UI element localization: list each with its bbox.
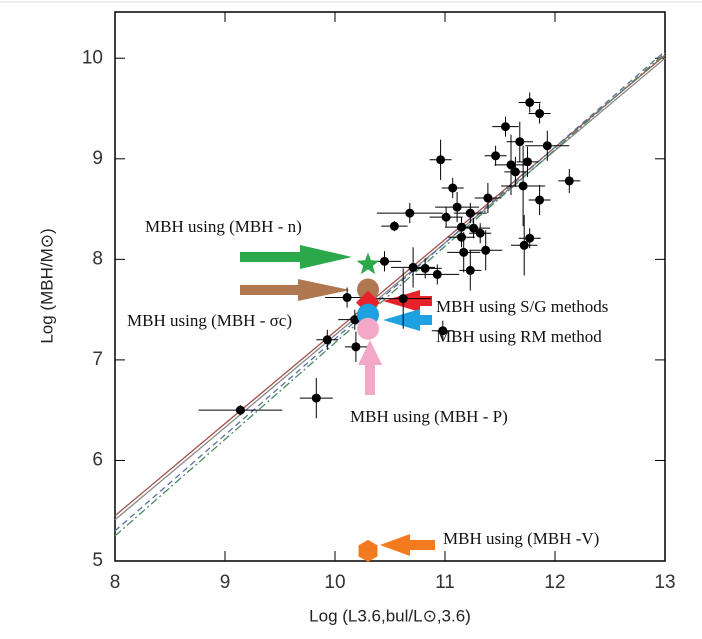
y-tick-label: 10	[82, 47, 103, 68]
point	[491, 151, 501, 161]
highlight-marker	[358, 539, 378, 562]
point	[448, 183, 458, 193]
point	[518, 181, 528, 191]
y-tick-label: 8	[92, 248, 103, 269]
x-tick-label: 12	[544, 572, 565, 593]
point	[398, 294, 408, 304]
point	[342, 293, 352, 303]
point	[475, 228, 485, 238]
annotation: MBH using (MBH -V)	[443, 529, 599, 548]
arrow	[383, 309, 432, 331]
point	[515, 137, 525, 147]
point	[350, 315, 360, 325]
point	[501, 122, 510, 132]
y-tick-label: 6	[92, 449, 103, 470]
point	[351, 342, 361, 352]
point	[436, 155, 446, 165]
fit-line	[114, 54, 666, 517]
point	[452, 202, 462, 212]
fit-line	[114, 57, 666, 521]
point	[408, 262, 418, 272]
point	[322, 335, 332, 345]
plot-frame	[114, 11, 666, 562]
point	[481, 245, 491, 255]
point	[405, 208, 415, 218]
point	[235, 405, 245, 415]
arrows	[240, 245, 435, 556]
annotation: MBH using (MBH - σc)	[127, 311, 292, 330]
annotation: MBH using RM method	[436, 327, 602, 346]
point	[519, 240, 529, 250]
x-tick-label: 8	[110, 572, 121, 593]
x-tick-label: 11	[435, 572, 455, 593]
point	[432, 269, 442, 279]
annotation: MBH using S/G methods	[436, 297, 608, 316]
point	[535, 109, 545, 119]
point	[483, 193, 493, 203]
point	[438, 326, 448, 336]
arrow	[358, 340, 382, 395]
fit-line	[114, 52, 666, 537]
point	[380, 256, 389, 266]
highlight-marker	[356, 252, 380, 275]
y-tick-label: 7	[92, 349, 103, 370]
annotation: MBH using (MBH - P)	[350, 407, 508, 426]
point	[465, 265, 475, 275]
y-tick-label: 9	[92, 148, 103, 169]
point	[469, 223, 479, 233]
x-tick-label: 10	[324, 572, 345, 593]
point	[525, 233, 535, 243]
y-tick-label: 5	[92, 550, 103, 571]
highlight-marker	[357, 278, 379, 301]
point	[311, 393, 321, 403]
arrow	[383, 290, 432, 312]
point	[564, 176, 574, 186]
point	[525, 97, 535, 107]
point	[523, 157, 532, 167]
point	[459, 247, 469, 257]
point	[420, 263, 430, 273]
x-tick-label: 13	[654, 572, 675, 593]
point	[535, 195, 545, 205]
point	[506, 160, 516, 170]
arrow	[240, 279, 350, 301]
highlight-marker	[357, 317, 379, 340]
point	[510, 167, 520, 177]
point	[441, 212, 451, 222]
point	[465, 208, 475, 218]
fit-line	[114, 50, 666, 532]
annotation: MBH using (MBH - n)	[145, 217, 302, 236]
arrow	[240, 245, 352, 269]
point	[542, 141, 552, 151]
x-tick-label: 9	[220, 572, 231, 593]
x-axis-label: Log (L3.6,bul/L⊙,3.6)	[309, 606, 471, 625]
arrow	[380, 534, 435, 556]
y-axis-label: Log (MBH/M⊙)	[37, 228, 56, 343]
point	[389, 221, 399, 231]
point	[457, 232, 466, 242]
